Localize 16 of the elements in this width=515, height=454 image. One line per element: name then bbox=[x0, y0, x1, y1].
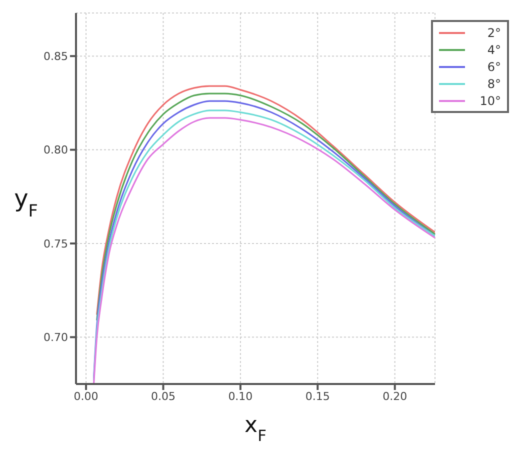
y-tick-label: 0.80 bbox=[44, 144, 68, 157]
y-tick-label: 0.75 bbox=[44, 237, 68, 250]
legend-label: 10° bbox=[478, 94, 501, 108]
x-tick-label: 0.05 bbox=[150, 390, 176, 403]
y-axis-title: y$_{F}$ bbox=[14, 184, 38, 220]
legend-label: 2° bbox=[486, 26, 501, 40]
legend-label: 4° bbox=[486, 42, 501, 56]
y-tick-label: 0.70 bbox=[44, 331, 68, 344]
x-tick-label: 0.20 bbox=[382, 390, 408, 403]
x-tick-label: 0.10 bbox=[228, 390, 253, 403]
x-axis-title: x$_{F}$ bbox=[244, 413, 266, 445]
legend-label: 8° bbox=[486, 76, 501, 90]
x-tick-label: 0.00 bbox=[74, 390, 98, 403]
x-tick-label: 0.15 bbox=[305, 390, 330, 403]
legend-label: 6° bbox=[486, 60, 501, 74]
y-tick-label: 0.85 bbox=[44, 50, 68, 63]
